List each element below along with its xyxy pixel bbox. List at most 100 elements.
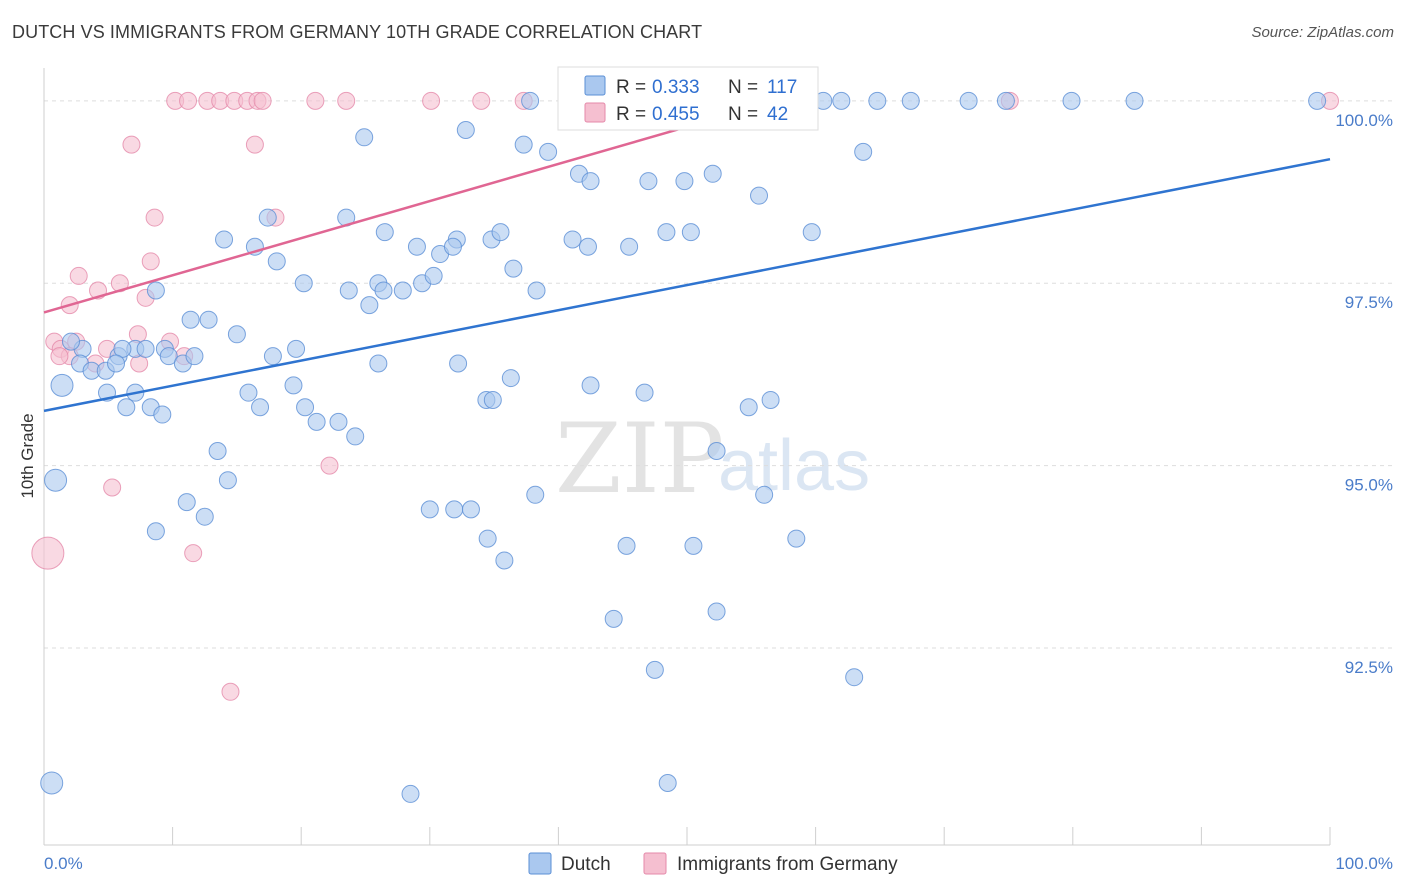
legend-dutch-n-value: 117 [767, 77, 797, 98]
dutch-point [263, 347, 282, 366]
dutch-point [50, 373, 74, 397]
dutch-point [521, 91, 540, 110]
germany-point [141, 252, 160, 271]
legend-bottom-dutch-label: Dutch [561, 854, 611, 875]
germany-point [253, 91, 272, 110]
germany-point [31, 536, 65, 570]
legend-top: R = 0.333 N = 117 R = 0.455 N = 42 [557, 66, 819, 131]
dutch-point [802, 223, 821, 242]
germany-point [103, 478, 122, 497]
dutch-point [901, 91, 920, 110]
chart-source: Source: ZipAtlas.com [1251, 24, 1394, 41]
dutch-point [307, 412, 326, 431]
dutch-point [159, 347, 178, 366]
legend-germany-n-value: 42 [767, 104, 788, 125]
germany-point [337, 91, 356, 110]
dutch-point [339, 281, 358, 300]
dutch-point [181, 310, 200, 329]
dutch-point [578, 237, 597, 256]
dutch-point [635, 383, 654, 402]
dutch-point [501, 369, 520, 388]
gridlines [44, 100, 1393, 649]
y-axis-tick-labels: 92.5% 95.0% 97.5% 100.0% [1335, 111, 1393, 677]
dutch-point [443, 237, 462, 256]
y-axis-title: 10th Grade [18, 413, 37, 498]
dutch-point [491, 223, 510, 242]
dutch-point [258, 208, 277, 227]
y-tick-label: 92.5% [1345, 658, 1393, 677]
dutch-point [369, 354, 388, 373]
germany-point [122, 135, 141, 154]
dutch-point [739, 398, 758, 417]
dutch-point [40, 771, 64, 795]
dutch-point [707, 602, 726, 621]
dutch-point [199, 310, 218, 329]
dutch-point [401, 784, 420, 803]
dutch-point [787, 529, 806, 548]
dutch-point [845, 668, 864, 687]
dutch-point [959, 91, 978, 110]
germany-point [221, 682, 240, 701]
germany-point [179, 91, 198, 110]
watermark-zip: ZIP [555, 403, 724, 515]
dutch-point [707, 442, 726, 461]
dutch-point [185, 347, 204, 366]
dutch-point [215, 230, 234, 249]
y-tick-label: 100.0% [1335, 111, 1393, 130]
dutch-point [617, 536, 636, 555]
x-axis-ticks [43, 827, 1331, 845]
dutch-point [478, 529, 497, 548]
dutch-point [374, 281, 393, 300]
dutch-point [703, 164, 722, 183]
dutch-point [294, 274, 313, 293]
dutch-point [329, 412, 348, 431]
dutch-point [420, 500, 439, 519]
dutch-point [284, 376, 303, 395]
dutch-point [44, 468, 68, 492]
germany-point [422, 91, 441, 110]
dutch-point [360, 296, 379, 315]
legend-swatch-germany [584, 102, 606, 123]
dutch-point [581, 172, 600, 191]
legend-germany-r-label: R = [616, 104, 646, 125]
dutch-point [563, 230, 582, 249]
legend-bottom-swatch-dutch [528, 852, 552, 875]
dutch-point [461, 500, 480, 519]
dutch-point [407, 237, 426, 256]
legend-bottom-germany-label: Immigrants from Germany [677, 854, 898, 875]
dutch-point [581, 376, 600, 395]
dutch-point [1308, 91, 1327, 110]
chart-title: DUTCH VS IMMIGRANTS FROM GERMANY 10TH GR… [12, 22, 703, 42]
legend-dutch-r-label: R = [616, 77, 646, 98]
dutch-point [645, 660, 664, 679]
dutch-point [868, 91, 887, 110]
legend-germany-r-value: 0.455 [652, 104, 700, 125]
dutch-point [514, 135, 533, 154]
germany-point [50, 347, 69, 366]
dutch-point [62, 332, 81, 351]
y-tick-label: 95.0% [1345, 476, 1393, 495]
dutch-point [639, 172, 658, 191]
dutch-point [136, 339, 155, 358]
dutch-point [456, 121, 475, 140]
dutch-point [854, 142, 873, 161]
dutch-point [107, 354, 126, 373]
dutch-point [146, 522, 165, 541]
dutch-point [684, 536, 703, 555]
dutch-point [755, 485, 774, 504]
dutch-point [449, 354, 468, 373]
germany-point [472, 91, 491, 110]
dutch-point [996, 91, 1015, 110]
dutch-point [675, 172, 694, 191]
legend-dutch-n-label: N = [728, 77, 758, 98]
legend-bottom-swatch-germany [643, 852, 667, 875]
dutch-point [504, 259, 523, 278]
dutch-point [146, 281, 165, 300]
dutch-point [424, 266, 443, 285]
dutch-point [527, 281, 546, 300]
series-dutch-points [40, 91, 1327, 803]
dutch-point [393, 281, 412, 300]
trend-line-dutch [43, 157, 1331, 413]
germany-point [69, 266, 88, 285]
